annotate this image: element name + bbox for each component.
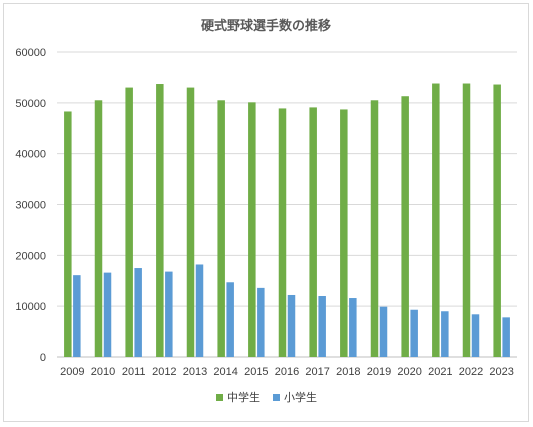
y-axis-labels: 0 10000 20000 30000 40000 50000 60000 (15, 47, 46, 364)
x-tick-label: 2013 (183, 366, 207, 378)
legend-label-elementary: 小学生 (284, 390, 317, 404)
x-tick-label: 2012 (152, 366, 176, 378)
bar-junior-high (186, 87, 195, 357)
bar-junior-high (462, 83, 471, 358)
bar-junior-high (64, 111, 72, 357)
y-tick-label: 20000 (15, 250, 46, 262)
x-axis-labels: 2009 2010 2011 2012 2013 2014 2015 2016 2017 2018… (60, 366, 514, 378)
bar-junior-high (278, 108, 287, 358)
bar-junior-high (217, 100, 225, 357)
y-tick-label: 10000 (15, 301, 46, 313)
bar-junior-high (401, 96, 409, 357)
x-tick-label: 2014 (213, 366, 237, 378)
bar-elementary (134, 268, 142, 357)
x-tick-label: 2023 (489, 366, 513, 378)
x-tick-label: 2015 (244, 366, 268, 378)
y-tick-label: 60000 (15, 47, 46, 59)
bar-elementary (471, 314, 480, 357)
x-tick-label: 2021 (428, 366, 452, 378)
x-tick-label: 2009 (60, 366, 84, 378)
bar-elementary (73, 275, 81, 357)
x-tick-label: 2020 (397, 366, 421, 378)
x-tick-label: 2016 (275, 366, 299, 378)
bar-elementary (287, 294, 296, 357)
y-tick-label: 50000 (15, 98, 46, 110)
x-tick-label: 2017 (305, 366, 329, 378)
y-tick-label: 0 (40, 352, 46, 364)
bar-junior-high (340, 109, 348, 357)
bar-junior-high (493, 84, 501, 357)
bar-junior-high (248, 102, 256, 357)
bars (64, 83, 510, 358)
legend-label-junior-high: 中学生 (227, 390, 260, 404)
bar-junior-high (370, 100, 379, 357)
bar-elementary (226, 282, 234, 357)
bar-elementary (257, 287, 265, 357)
y-tick-label: 30000 (15, 200, 46, 212)
bar-elementary (441, 311, 449, 357)
legend: 中学生 小学生 (216, 390, 317, 404)
bar-elementary (165, 271, 173, 357)
bar-junior-high (309, 107, 317, 357)
bar-elementary (349, 298, 357, 357)
x-tick-label: 2019 (367, 366, 391, 378)
bar-elementary (379, 306, 388, 357)
x-tick-label: 2018 (336, 366, 360, 378)
bar-elementary (318, 296, 326, 357)
bar-junior-high (94, 100, 103, 357)
bar-junior-high (432, 83, 440, 358)
x-tick-label: 2010 (91, 366, 115, 378)
x-tick-label: 2022 (459, 366, 483, 378)
legend-swatch-elementary (273, 394, 280, 401)
bar-junior-high (125, 87, 133, 357)
bar-junior-high (156, 84, 164, 358)
bar-elementary (502, 317, 510, 357)
y-tick-label: 40000 (15, 149, 46, 161)
legend-swatch-junior-high (216, 394, 223, 401)
bar-elementary (195, 264, 204, 357)
chart-title: 硬式野球選手数の推移 (201, 18, 331, 34)
x-tick-label: 2011 (122, 366, 146, 378)
grid-lines (57, 51, 517, 358)
bar-elementary (103, 272, 112, 357)
bar-elementary (410, 309, 418, 357)
